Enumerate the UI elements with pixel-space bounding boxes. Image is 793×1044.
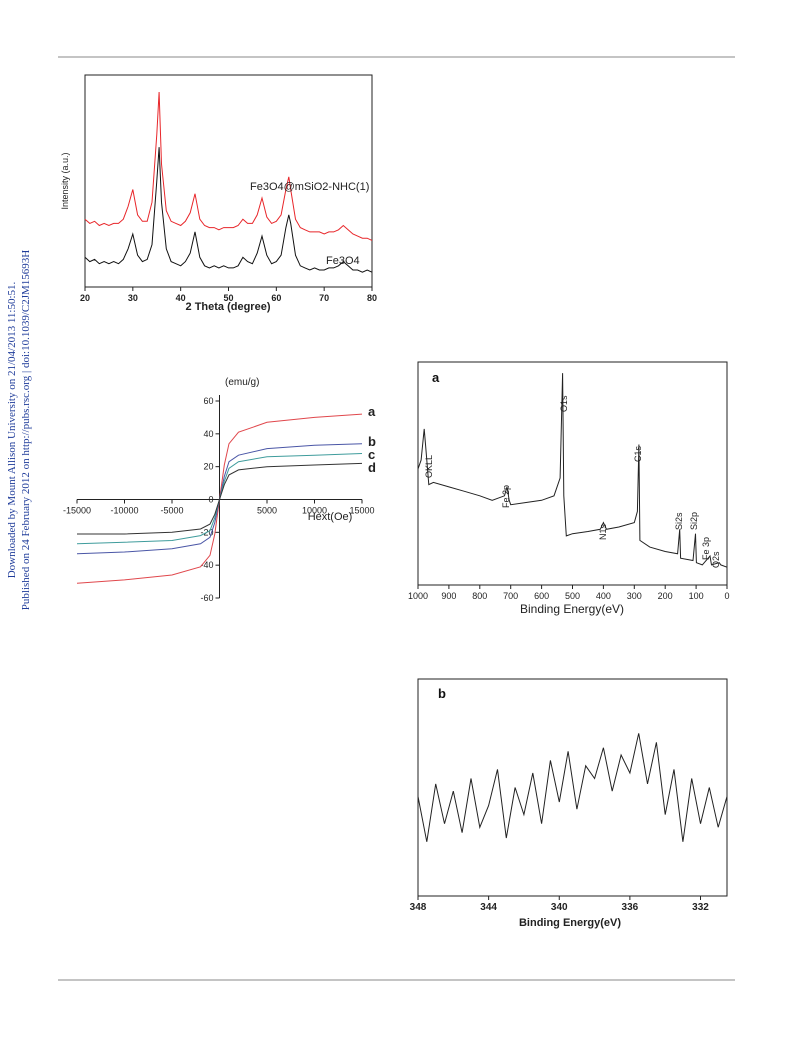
peak-label: C1s xyxy=(633,445,643,462)
series-label: c xyxy=(368,447,375,462)
x-tick-label: 332 xyxy=(692,902,709,913)
x-tick-label: 0 xyxy=(724,591,729,601)
peak-label: O2s xyxy=(711,551,721,568)
x-tick-label: -10000 xyxy=(110,506,138,516)
x-tick-label: 40 xyxy=(176,293,186,303)
series-label: Fe3O4 xyxy=(326,255,360,267)
x-tick-label: -15000 xyxy=(63,506,91,516)
x-tick-label: 15000 xyxy=(349,506,374,516)
series-label: Fe3O4@mSiO2-NHC(1) xyxy=(250,181,369,193)
x-axis-label: Hext(Oe) xyxy=(308,511,353,523)
x-tick-label: -5000 xyxy=(160,506,183,516)
y-tick-label: 0 xyxy=(208,495,213,505)
data-line xyxy=(84,91,373,241)
peak-label: N1s xyxy=(598,523,608,540)
x-tick-label: 50 xyxy=(223,293,233,303)
x-tick-label: 340 xyxy=(551,902,568,913)
x-tick-label: 348 xyxy=(410,902,427,913)
y-tick-label: 60 xyxy=(203,396,213,406)
side-note: Downloaded by Mount Allison University o… xyxy=(6,281,18,578)
x-tick-label: 300 xyxy=(627,591,642,601)
series-label: d xyxy=(368,460,376,475)
peak-label: Fe 2p xyxy=(501,485,511,508)
y-tick-label: 40 xyxy=(203,429,213,439)
peak-label: O1s xyxy=(559,395,569,412)
peak-label: Si2s xyxy=(674,512,684,530)
x-tick-label: 10000 xyxy=(302,506,327,516)
x-tick-label: 5000 xyxy=(257,506,277,516)
x-tick-label: 1000 xyxy=(408,591,428,601)
x-axis-label: Binding Energy(eV) xyxy=(520,602,624,616)
peak-label: Fe 3p xyxy=(701,537,711,560)
plot-frame xyxy=(417,678,728,897)
y-axis-label: Intensity (a.u.) xyxy=(60,152,70,209)
series-label: b xyxy=(368,434,376,449)
data-line xyxy=(77,462,363,535)
x-tick-label: 80 xyxy=(367,293,377,303)
data-line xyxy=(417,733,728,842)
x-tick-label: 336 xyxy=(622,902,639,913)
x-tick-label: 30 xyxy=(128,293,138,303)
x-tick-label: 800 xyxy=(472,591,487,601)
peak-label: Si2p xyxy=(689,512,699,530)
x-tick-label: 200 xyxy=(658,591,673,601)
data-line xyxy=(417,373,728,568)
x-tick-label: 500 xyxy=(565,591,580,601)
y-tick-label: -40 xyxy=(200,560,213,570)
x-tick-label: 344 xyxy=(480,902,497,913)
series-label: a xyxy=(368,404,376,419)
side-note: Published on 24 February 2012 on http://… xyxy=(20,250,32,610)
x-tick-label: 100 xyxy=(689,591,704,601)
x-tick-label: 60 xyxy=(271,293,281,303)
x-tick-label: 600 xyxy=(534,591,549,601)
x-tick-label: 900 xyxy=(441,591,456,601)
y-axis-label: (emu/g) xyxy=(225,377,259,388)
x-tick-label: 70 xyxy=(319,293,329,303)
x-axis-label: 2 Theta (degree) xyxy=(186,301,271,313)
y-tick-label: -60 xyxy=(200,593,213,603)
panel-label: a xyxy=(432,370,440,385)
data-line xyxy=(84,147,373,273)
y-tick-label: 20 xyxy=(203,462,213,472)
x-tick-label: 20 xyxy=(80,293,90,303)
peak-label: OKLL xyxy=(424,455,434,478)
x-tick-label: 700 xyxy=(503,591,518,601)
x-axis-label: Binding Energy(eV) xyxy=(519,917,621,929)
panel-label: b xyxy=(438,686,446,701)
x-tick-label: 400 xyxy=(596,591,611,601)
